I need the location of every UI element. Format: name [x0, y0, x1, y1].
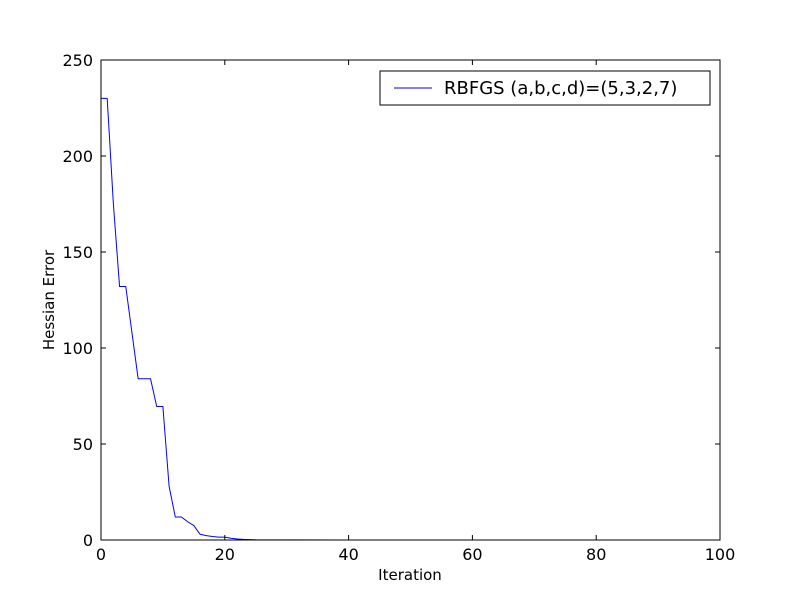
x-tick-label: 40 — [338, 545, 358, 564]
y-tick-label: 0 — [83, 531, 93, 550]
x-axis-label: Iteration — [378, 566, 442, 584]
legend-box — [379, 70, 711, 106]
x-tick-label: 0 — [96, 545, 106, 564]
x-tick-label: 20 — [215, 545, 235, 564]
legend: RBFGS (a,b,c,d)=(5,3,2,7) — [379, 70, 711, 106]
x-tick-label: 100 — [705, 545, 736, 564]
x-tick-label: 60 — [462, 545, 482, 564]
y-tick-label: 50 — [73, 435, 93, 454]
y-tick-label: 200 — [62, 147, 93, 166]
y-axis-label: Hessian Error — [40, 249, 58, 350]
legend-entry-label: RBFGS (a,b,c,d)=(5,3,2,7) — [444, 78, 677, 99]
x-tick-label: 80 — [586, 545, 606, 564]
plot-frame — [100, 59, 721, 541]
y-tick-label: 150 — [62, 243, 93, 262]
y-tick-label: 250 — [62, 51, 93, 70]
plot-area — [101, 60, 720, 540]
y-tick-label: 100 — [62, 339, 93, 358]
